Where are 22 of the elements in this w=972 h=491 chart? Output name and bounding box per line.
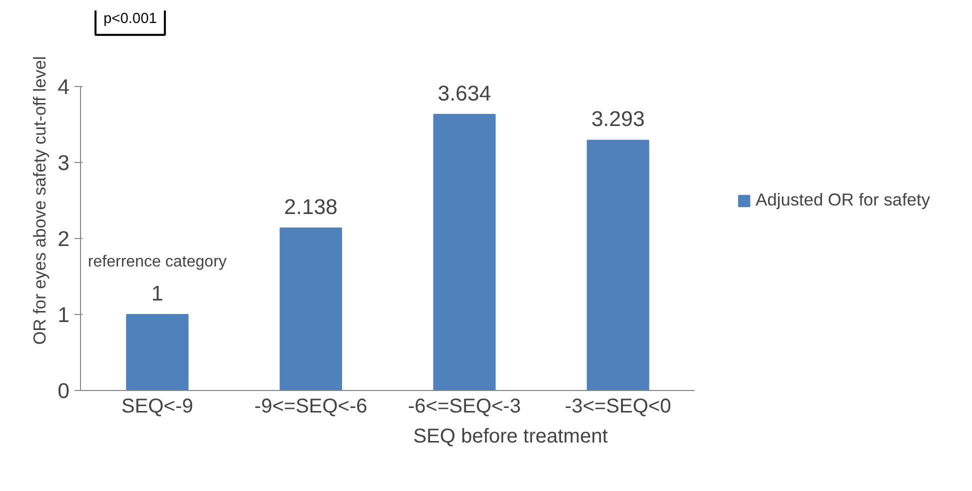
data-label: 2.138 — [284, 195, 338, 220]
text: p<0.001 — [104, 10, 157, 27]
data-label: 3.634 — [438, 81, 492, 106]
bar — [586, 140, 650, 390]
annotation: referrence category — [88, 254, 227, 270]
x-tick-label: -6<=SEQ<-3 — [408, 396, 521, 418]
legend-label: Adjusted OR for safety — [756, 190, 930, 210]
bar — [280, 228, 342, 390]
data-label: 3.293 — [591, 107, 645, 132]
y-tick-label: 0 — [58, 379, 70, 403]
x-tick-label: -3<=SEQ<0 — [564, 396, 672, 418]
y-tick-label: 1 — [58, 303, 70, 327]
x-tick-label: SEQ<-9 — [121, 396, 194, 418]
x-axis-title: SEQ before treatment — [413, 426, 608, 448]
y-tick-label: 3 — [58, 151, 70, 175]
y-tick-label: 4 — [58, 75, 70, 99]
y-tick-label: 2 — [58, 227, 70, 251]
bar — [433, 114, 496, 390]
x-tick-label: -9<=SEQ<-6 — [254, 396, 368, 418]
y-axis-title: OR for eyes above safety cut-off level — [30, 56, 50, 345]
bar — [126, 314, 188, 390]
data-label: 1 — [151, 282, 164, 306]
